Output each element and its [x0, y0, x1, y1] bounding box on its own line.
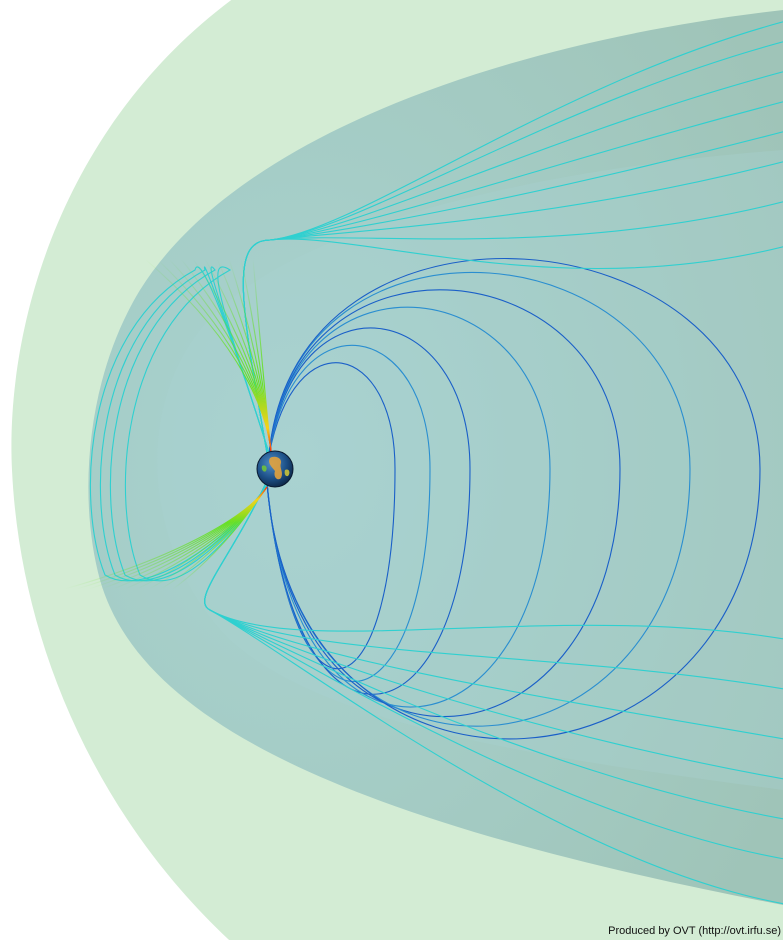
open-field-line: [242, 238, 783, 454]
closed-field-line: [266, 257, 761, 740]
magnetopause-surface: [88, 10, 783, 905]
polar-cusp-lines: [64, 258, 272, 590]
closed-field-line: [266, 306, 551, 708]
dayside-field-line: [124, 266, 270, 582]
dayside-field-line: [89, 266, 270, 582]
closed-field-line: [266, 289, 621, 718]
closed-field-line: [266, 362, 396, 670]
credit-text: Produced by OVT (http://ovt.irfu.se): [608, 925, 781, 937]
open-field-line: [204, 484, 783, 905]
south-cusp-line: [172, 486, 268, 590]
closed-field-line: [266, 327, 471, 695]
north-cusp-line: [252, 258, 272, 452]
field-lines: [89, 21, 783, 905]
earth-globe-icon: [256, 450, 294, 488]
closed-field-line: [266, 271, 691, 727]
dayside-field-line: [99, 266, 270, 582]
